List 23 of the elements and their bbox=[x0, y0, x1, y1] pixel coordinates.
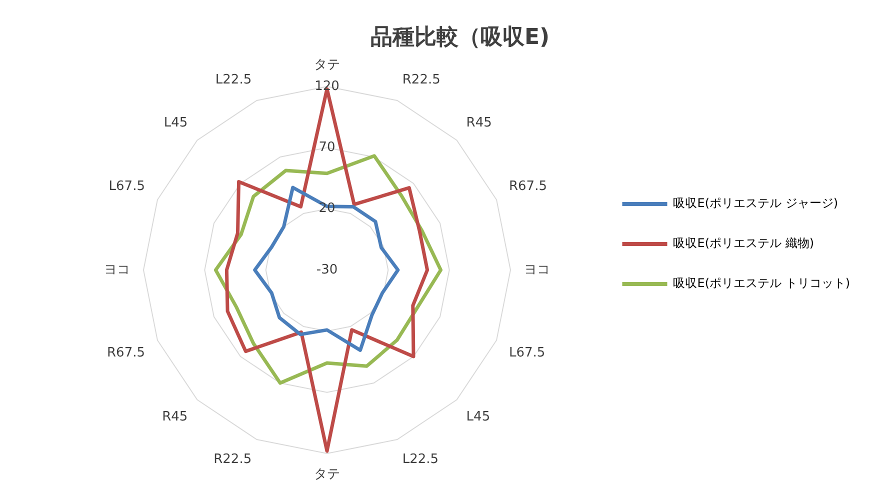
legend-label: 吸収E(ポリエステル トリコット) bbox=[673, 276, 850, 290]
spoke-label: R22.5 bbox=[402, 72, 440, 88]
spoke-label: R67.5 bbox=[107, 346, 145, 361]
spoke-label: ヨコ bbox=[104, 262, 130, 278]
spoke-label: L22.5 bbox=[215, 72, 252, 88]
spoke-label: L45 bbox=[466, 409, 490, 424]
chart-title: 品種比較（吸収E) bbox=[370, 24, 550, 50]
spoke-label: R45 bbox=[466, 115, 492, 130]
y-tick-label: 70 bbox=[318, 140, 336, 156]
y-tick-label: 120 bbox=[314, 78, 340, 94]
spoke-label: L45 bbox=[164, 115, 188, 130]
spoke-label: L67.5 bbox=[509, 346, 546, 361]
legend-label: 吸収E(ポリエステル 織物) bbox=[673, 236, 814, 250]
spoke-label: R67.5 bbox=[509, 179, 547, 194]
legend-label: 吸収E(ポリエステル ジャージ) bbox=[673, 196, 838, 210]
spoke-label: R22.5 bbox=[214, 452, 252, 468]
spoke-label: ヨコ bbox=[524, 262, 550, 278]
y-tick-label: -30 bbox=[316, 262, 338, 278]
spoke-label: タテ bbox=[314, 58, 340, 73]
spoke-label: L22.5 bbox=[402, 452, 439, 468]
spoke-label: R45 bbox=[162, 409, 188, 424]
spoke-label: L67.5 bbox=[108, 179, 145, 194]
spoke-label: タテ bbox=[314, 467, 340, 482]
